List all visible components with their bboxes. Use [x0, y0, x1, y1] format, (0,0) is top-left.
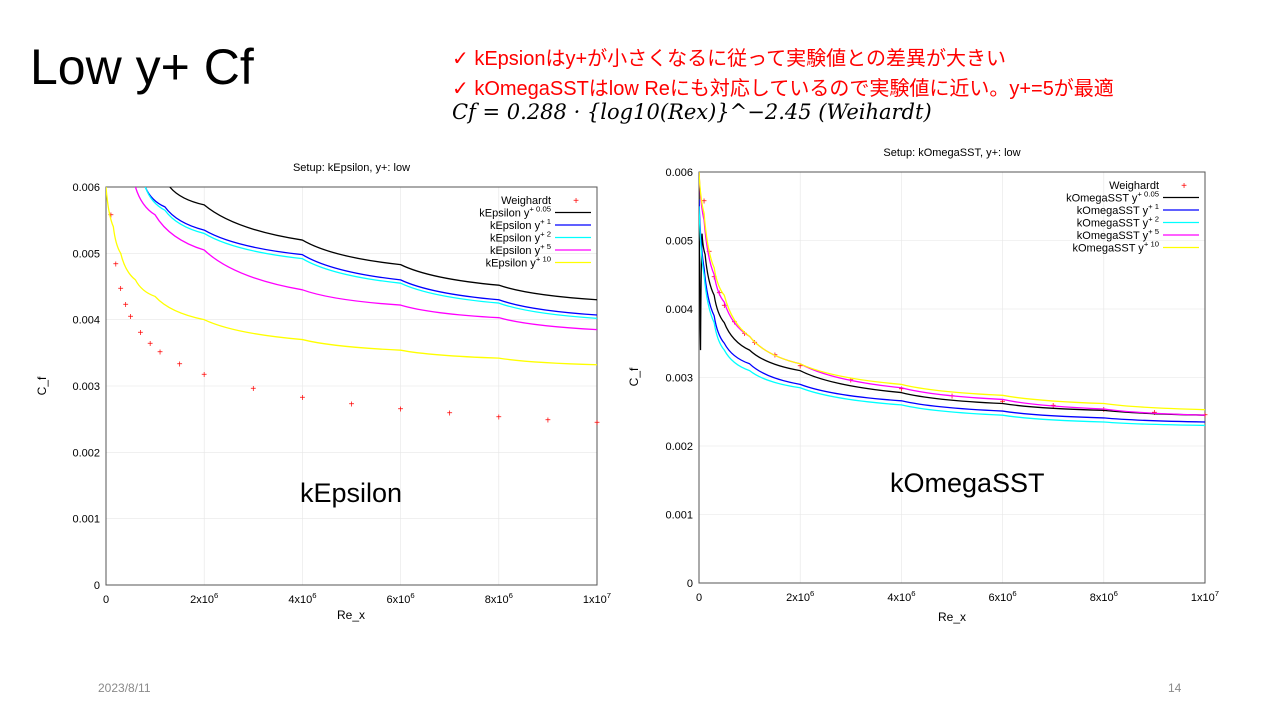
data-point: +	[128, 312, 134, 323]
weighardt-formula: Cf = 0.288 · {log10(Rex)}^−2.45 (Weihard…	[452, 100, 932, 124]
data-point: +	[797, 361, 803, 372]
legend-label: kOmegaSST y+ 5	[1077, 227, 1159, 242]
series-line	[699, 206, 1205, 427]
legend-label: kEpsilon y+ 1	[490, 217, 551, 232]
label-kepsilon: kEpsilon	[300, 478, 403, 508]
legend-label: kEpsilon y+ 2	[490, 230, 551, 245]
chart-komegasst: Setup: kOmegaSST, y+: low 0 0.001 0.002 0.00…	[665, 147, 1219, 604]
data-point: +	[742, 329, 748, 340]
x-tick-label: 8x106	[1090, 589, 1118, 604]
label-komegasst: kOmegaSST	[890, 468, 1045, 498]
slide-number: 14	[1168, 681, 1182, 695]
series-line	[699, 172, 1205, 416]
legend-label: kEpsilon y+ 10	[486, 255, 551, 270]
series-line	[699, 172, 1205, 411]
y-tick-label: 0.006	[72, 182, 100, 194]
data-point: +	[147, 339, 153, 350]
data-point: +	[447, 409, 453, 420]
legend-marker: +	[573, 196, 579, 207]
series-line	[144, 187, 597, 319]
data-point: +	[898, 385, 904, 396]
y-tick-label: 0.001	[72, 514, 100, 526]
chart-title: Setup: kOmegaSST, y+: low	[883, 147, 1020, 159]
x-tick-label: 8x106	[485, 591, 513, 606]
chart-kepsilon: Setup: kEpsilon, y+: low 0 0.001 0.002 0.003…	[72, 162, 611, 606]
data-point: +	[250, 384, 256, 395]
x-tick-label: 1x107	[1191, 589, 1219, 604]
legend-label: kEpsilon y+ 5	[490, 242, 551, 257]
data-point: +	[108, 210, 114, 221]
x-tick-label: 0	[103, 594, 109, 606]
series-line	[106, 187, 597, 366]
y-tick-label: 0.003	[665, 373, 693, 385]
series-line	[169, 187, 597, 301]
y-tick-label: 0	[687, 578, 693, 590]
x-tick-label: 2x106	[190, 591, 218, 606]
data-point: +	[496, 413, 502, 424]
y-tick-label: 0.004	[665, 304, 693, 316]
data-point: +	[752, 338, 758, 349]
chart-title: Setup: kEpsilon, y+: low	[293, 162, 410, 174]
data-point: +	[398, 405, 404, 416]
x-tick-label: 2x106	[786, 589, 814, 604]
x-tick-label: 6x106	[989, 589, 1017, 604]
series-line	[699, 199, 1205, 423]
data-point: +	[848, 376, 854, 387]
data-point: +	[118, 284, 124, 295]
data-point: +	[137, 328, 143, 339]
data-point: +	[701, 196, 707, 207]
y-axis-label-kepsilon: C_f	[35, 376, 49, 396]
x-axis-label-komegasst: Re_x	[937, 610, 967, 624]
series-line	[144, 187, 597, 316]
x-tick-label: 6x106	[387, 591, 415, 606]
slide-date: 2023/8/11	[98, 681, 151, 695]
note-kepsilon: ✓ kEpsionはy+が小さくなるに従って実験値との差異が大きい	[452, 48, 1006, 70]
legend-label: kOmegaSST y+ 0.05	[1066, 190, 1159, 205]
data-point: +	[545, 415, 551, 426]
x-axis-label-kepsilon: Re_x	[336, 608, 366, 622]
y-tick-label: 0.001	[665, 510, 693, 522]
y-tick-label: 0	[94, 580, 100, 592]
legend-marker: +	[1181, 181, 1187, 192]
y-tick-label: 0.002	[665, 441, 693, 453]
data-point: +	[1000, 397, 1006, 408]
data-point: +	[113, 259, 119, 270]
y-tick-label: 0.004	[72, 315, 100, 327]
legend-label: Weighardt	[501, 195, 551, 207]
x-tick-label: 1x107	[583, 591, 611, 606]
plot-frame	[105, 186, 598, 586]
data-point: +	[123, 300, 129, 311]
x-tick-label: 4x106	[887, 589, 915, 604]
legend-label: Weighardt	[1109, 180, 1159, 192]
legend-label: kOmegaSST y+ 2	[1077, 215, 1159, 230]
y-axis-label-komegasst: C_f	[627, 367, 641, 387]
legend-label: kOmegaSST y+ 1	[1077, 202, 1159, 217]
y-tick-label: 0.003	[72, 381, 100, 393]
data-point: +	[349, 399, 355, 410]
x-tick-label: 4x106	[288, 591, 316, 606]
data-point: +	[201, 370, 207, 381]
x-tick-label: 0	[696, 592, 702, 604]
y-tick-label: 0.002	[72, 447, 100, 459]
y-tick-label: 0.005	[665, 236, 693, 248]
data-point: +	[1202, 411, 1208, 422]
data-point: +	[157, 348, 163, 359]
data-point: +	[594, 418, 600, 429]
data-point: +	[299, 393, 305, 404]
data-point: +	[177, 360, 183, 371]
plot-frame	[698, 171, 1206, 584]
slide-title: Low y+ Cf	[30, 39, 254, 95]
data-point: +	[721, 301, 727, 312]
y-tick-label: 0.006	[665, 167, 693, 179]
legend-label: kEpsilon y+ 0.05	[479, 205, 551, 220]
note-komegasst: ✓ kOmegaSSTはlow Reにも対応しているので実験値に近い。y+=5が…	[452, 78, 1114, 100]
data-point: +	[949, 391, 955, 402]
legend-label: kOmegaSST y+ 10	[1072, 240, 1159, 255]
y-tick-label: 0.005	[72, 248, 100, 260]
series-line	[134, 187, 597, 331]
